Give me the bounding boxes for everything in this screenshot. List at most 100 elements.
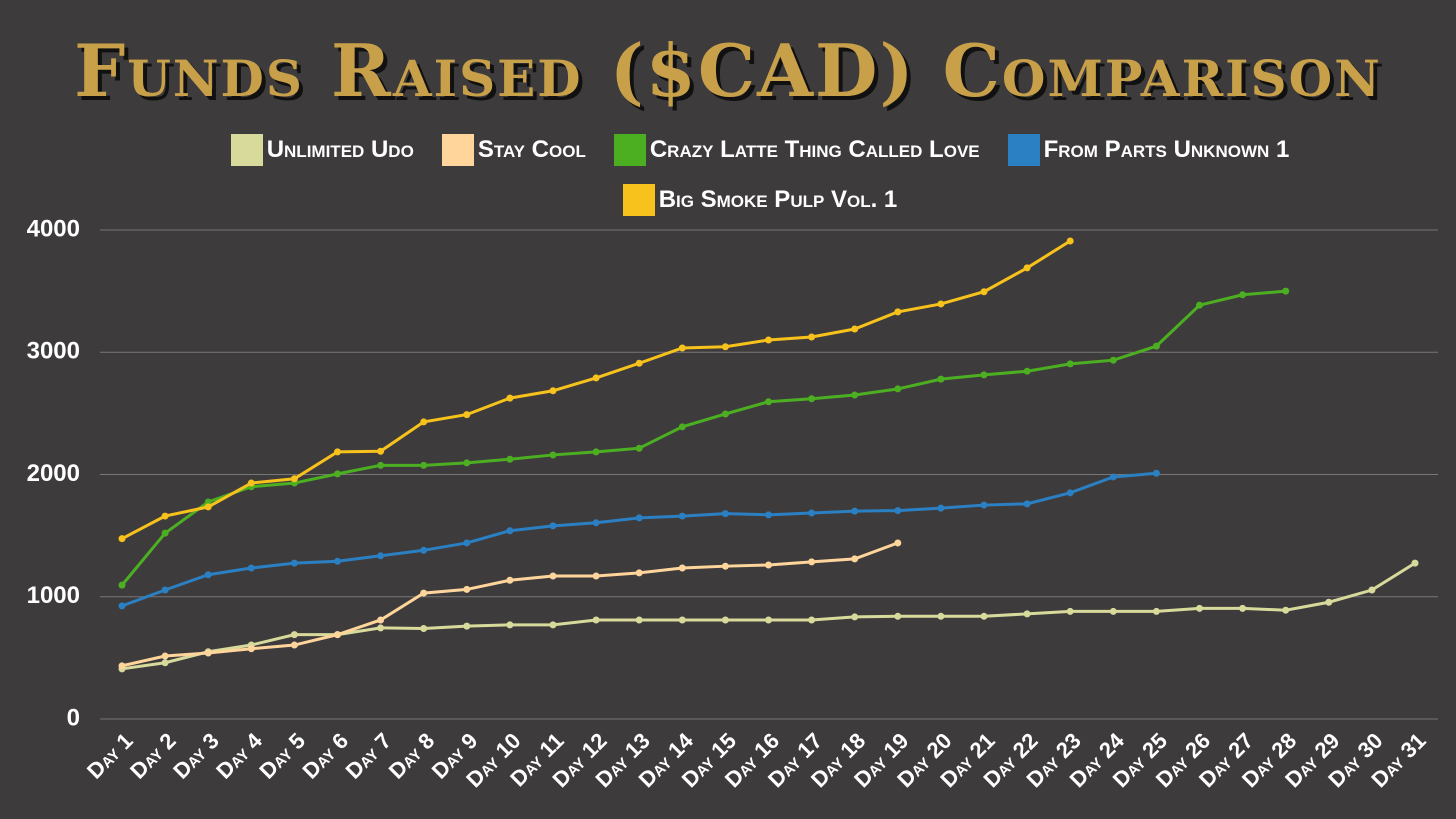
data-point bbox=[506, 621, 514, 629]
data-point bbox=[549, 387, 557, 395]
data-point bbox=[1023, 500, 1031, 508]
data-point bbox=[851, 391, 859, 399]
data-point bbox=[463, 585, 471, 593]
data-point bbox=[1152, 342, 1160, 350]
data-point bbox=[118, 535, 126, 543]
data-point bbox=[161, 659, 169, 667]
data-point bbox=[420, 625, 428, 633]
data-point bbox=[377, 616, 385, 624]
data-point bbox=[506, 527, 514, 535]
x-tick-label: Day 2 bbox=[125, 728, 181, 784]
legend-label: Stay Cool bbox=[477, 136, 586, 163]
data-point bbox=[420, 546, 428, 554]
data-point bbox=[678, 344, 686, 352]
data-point bbox=[765, 511, 772, 519]
data-point bbox=[549, 451, 557, 459]
data-point bbox=[161, 512, 169, 520]
data-point bbox=[678, 512, 686, 520]
data-point bbox=[1023, 610, 1031, 618]
data-point bbox=[592, 374, 600, 382]
data-point bbox=[1239, 291, 1247, 299]
data-point bbox=[204, 498, 212, 506]
data-point bbox=[506, 455, 514, 463]
data-point bbox=[420, 589, 428, 597]
data-point bbox=[721, 616, 729, 624]
data-point bbox=[1109, 607, 1117, 615]
data-point bbox=[420, 418, 428, 426]
y-tick-label: 3000 bbox=[27, 338, 80, 365]
data-point bbox=[506, 576, 514, 584]
series-line bbox=[120, 289, 1286, 587]
data-point bbox=[204, 503, 212, 511]
legend-item: From Parts Unknown 1 bbox=[1007, 134, 1290, 166]
data-point bbox=[1368, 586, 1376, 594]
data-point bbox=[1325, 598, 1333, 606]
data-point bbox=[334, 448, 341, 456]
legend: Unlimited Udo Stay Cool Crazy Latte Thing … bbox=[180, 134, 1340, 216]
data-point bbox=[1109, 473, 1117, 481]
data-point bbox=[463, 539, 471, 547]
data-point bbox=[808, 616, 816, 624]
x-tick-label: Day 4 bbox=[211, 727, 267, 783]
data-point bbox=[161, 586, 169, 594]
data-point bbox=[1109, 356, 1117, 364]
legend-swatch bbox=[441, 134, 474, 166]
data-point bbox=[377, 624, 385, 632]
legend-item: Stay Cool bbox=[441, 134, 586, 166]
data-point bbox=[334, 631, 341, 639]
data-point bbox=[894, 385, 902, 393]
data-point bbox=[463, 622, 471, 630]
data-point bbox=[1023, 367, 1031, 375]
data-point bbox=[765, 616, 772, 624]
data-point bbox=[635, 444, 643, 452]
data-point bbox=[894, 539, 902, 547]
data-point bbox=[937, 504, 945, 512]
data-point bbox=[678, 616, 686, 624]
data-point bbox=[549, 522, 557, 530]
data-point bbox=[851, 507, 859, 515]
data-point bbox=[1023, 264, 1031, 272]
y-tick-label: 4000 bbox=[27, 215, 80, 242]
data-point bbox=[851, 613, 859, 621]
data-point bbox=[1282, 606, 1290, 614]
data-point bbox=[161, 652, 169, 660]
data-point bbox=[463, 411, 471, 419]
data-point bbox=[592, 616, 600, 624]
data-point bbox=[463, 459, 471, 467]
x-tick-label: Day 7 bbox=[341, 728, 397, 784]
data-point bbox=[549, 572, 557, 580]
data-point bbox=[678, 564, 686, 572]
data-point bbox=[247, 645, 255, 653]
legend-swatch bbox=[613, 134, 646, 166]
data-point bbox=[851, 555, 859, 563]
legend-label: Big Smoke Pulp Vol. 1 bbox=[658, 186, 898, 213]
data-point bbox=[894, 507, 902, 515]
legend-swatch bbox=[1007, 134, 1040, 166]
data-point bbox=[1152, 469, 1160, 477]
data-point bbox=[247, 564, 255, 572]
x-tick-label: Day 1 bbox=[82, 728, 138, 784]
legend-item: Crazy Latte Thing Called Love bbox=[613, 134, 980, 166]
data-point bbox=[118, 581, 126, 589]
data-point bbox=[678, 423, 686, 431]
data-point bbox=[894, 612, 902, 620]
data-point bbox=[1196, 604, 1203, 612]
data-point bbox=[721, 562, 729, 570]
data-point bbox=[1152, 607, 1160, 615]
data-point bbox=[506, 394, 514, 402]
data-point bbox=[377, 552, 385, 560]
legend-label: From Parts Unknown 1 bbox=[1043, 136, 1290, 163]
data-point bbox=[765, 398, 772, 406]
data-point bbox=[635, 359, 643, 367]
data-point bbox=[290, 641, 298, 649]
series-line bbox=[121, 471, 1157, 608]
data-point bbox=[420, 461, 428, 469]
legend-item: Unlimited Udo bbox=[230, 134, 414, 166]
data-point bbox=[118, 662, 126, 670]
data-point bbox=[980, 612, 988, 620]
data-point bbox=[635, 616, 643, 624]
legend-swatch bbox=[622, 184, 655, 216]
data-point bbox=[290, 631, 298, 639]
data-point bbox=[894, 308, 902, 316]
